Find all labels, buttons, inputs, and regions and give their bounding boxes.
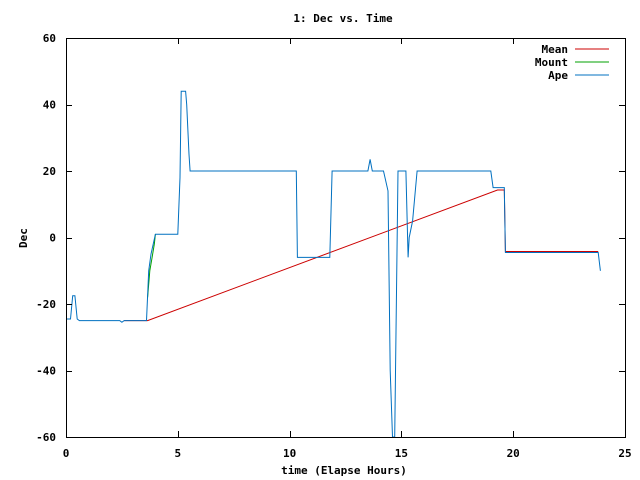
x-tick-label: 10 [283,447,296,460]
plot-series-layer [66,90,601,438]
legend-label: Ape [548,69,568,82]
x-tick-label: 20 [507,447,520,460]
x-tick-label: 0 [63,447,70,460]
y-axis-label: Dec [17,228,30,248]
y-tick-label: 0 [49,232,56,245]
x-tick-label: 25 [618,447,631,460]
x-tick-label: 15 [395,447,408,460]
y-tick-label: -40 [36,365,56,378]
series-line-mount [147,234,156,298]
y-tick-label: 20 [43,165,56,178]
series-line-mean [124,189,599,322]
y-tick-label: 40 [43,99,56,112]
y-tick-label: -60 [36,431,56,444]
plot-frame [66,38,626,438]
x-tick-label: 5 [174,447,181,460]
series-line-ape [66,90,601,438]
x-axis: 0 5 10 15 20 25 [63,38,632,460]
y-axis: -60 -40 -20 0 20 40 60 [36,32,625,444]
y-tick-label: 60 [43,32,56,45]
legend-label: Mean [542,43,569,56]
chart-title: 1: Dec vs. Time [293,12,393,25]
y-tick-label: -20 [36,298,56,311]
legend-label: Mount [535,56,568,69]
x-axis-label: time (Elapse Hours) [281,464,407,477]
